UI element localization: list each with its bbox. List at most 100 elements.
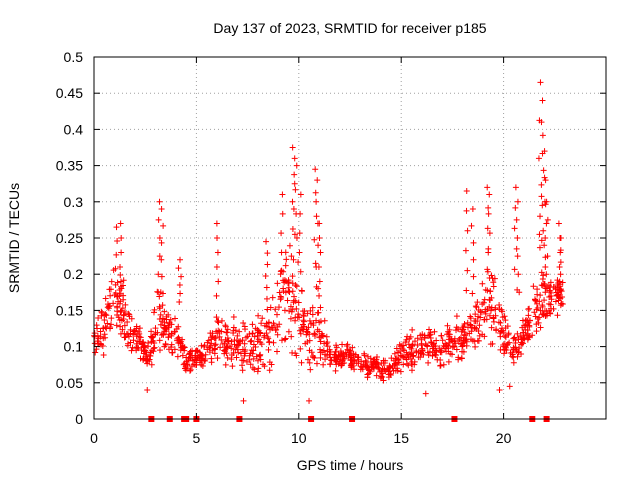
data-point xyxy=(501,313,508,320)
data-point xyxy=(274,280,281,287)
data-point xyxy=(543,220,550,227)
data-point xyxy=(339,341,346,348)
data-point xyxy=(259,315,266,322)
data-point xyxy=(476,322,483,329)
data-point xyxy=(486,230,493,237)
data-point xyxy=(544,310,551,317)
data-point xyxy=(320,361,327,368)
data-point xyxy=(224,326,231,333)
data-point xyxy=(502,324,509,331)
data-point xyxy=(297,268,304,275)
data-point xyxy=(165,324,172,331)
data-point xyxy=(284,297,291,304)
x-tick-label: 20 xyxy=(496,430,512,446)
data-point xyxy=(513,245,520,252)
data-point xyxy=(481,333,488,340)
data-point xyxy=(171,346,178,353)
data-point xyxy=(215,278,222,285)
data-point xyxy=(529,332,536,339)
data-point xyxy=(557,295,564,302)
data-point xyxy=(469,206,476,213)
data-point xyxy=(449,344,456,351)
data-point xyxy=(255,312,262,319)
data-point xyxy=(426,326,433,333)
data-point xyxy=(180,345,187,352)
data-point xyxy=(291,297,298,304)
data-point xyxy=(296,249,303,256)
data-point xyxy=(492,312,499,319)
data-point xyxy=(470,256,477,263)
data-point xyxy=(179,336,186,343)
data-point xyxy=(248,337,255,344)
data-point xyxy=(534,286,541,293)
data-point xyxy=(151,344,158,351)
data-point xyxy=(172,315,179,322)
data-point xyxy=(388,355,395,362)
data-point xyxy=(333,361,340,368)
data-point xyxy=(158,239,165,246)
data-point xyxy=(522,318,529,325)
data-point xyxy=(327,354,334,361)
data-point xyxy=(451,343,458,350)
data-point xyxy=(389,365,396,372)
data-point xyxy=(258,320,265,327)
data-point xyxy=(476,332,483,339)
data-point xyxy=(514,330,521,337)
data-point xyxy=(102,295,109,302)
data-point xyxy=(225,337,232,344)
data-point xyxy=(293,162,300,169)
data-point xyxy=(255,365,262,372)
data-point xyxy=(290,256,297,263)
data-point xyxy=(440,361,447,368)
data-point xyxy=(316,292,323,299)
data-point xyxy=(275,304,282,311)
data-point xyxy=(117,263,124,270)
data-point xyxy=(317,318,324,325)
data-point xyxy=(292,282,299,289)
data-point xyxy=(523,316,530,323)
data-point xyxy=(535,155,542,162)
data-point xyxy=(479,280,486,287)
data-point xyxy=(101,316,108,323)
y-tick-label: 0.05 xyxy=(56,375,83,391)
data-point xyxy=(241,340,248,347)
data-point xyxy=(272,327,279,334)
y-tick-label: 0.1 xyxy=(64,339,84,355)
data-point xyxy=(464,267,471,274)
data-point xyxy=(431,349,438,356)
data-point xyxy=(552,298,559,305)
data-point xyxy=(267,304,274,311)
data-point xyxy=(460,335,467,342)
data-point xyxy=(265,335,272,342)
data-point xyxy=(314,177,321,184)
data-point xyxy=(264,261,271,268)
y-tick-label: 0.35 xyxy=(56,158,83,174)
data-point xyxy=(455,325,462,332)
data-point xyxy=(464,227,471,234)
data-point xyxy=(186,351,193,358)
data-point xyxy=(539,132,546,139)
data-point xyxy=(213,263,220,270)
data-point xyxy=(293,305,300,312)
data-point xyxy=(480,299,487,306)
data-point xyxy=(174,353,181,360)
data-point xyxy=(397,343,404,350)
data-point xyxy=(202,357,209,364)
data-point xyxy=(507,350,514,357)
data-point xyxy=(198,342,205,349)
data-point xyxy=(296,314,303,321)
data-point xyxy=(132,327,139,334)
data-point xyxy=(510,346,517,353)
data-point xyxy=(381,366,388,373)
data-point xyxy=(103,312,110,319)
data-point xyxy=(347,352,354,359)
data-point xyxy=(287,303,294,310)
data-point xyxy=(511,225,518,232)
data-point xyxy=(429,352,436,359)
data-point xyxy=(116,300,123,307)
data-point xyxy=(396,359,403,366)
data-point xyxy=(550,305,557,312)
data-point xyxy=(279,191,286,198)
data-point xyxy=(307,366,314,373)
